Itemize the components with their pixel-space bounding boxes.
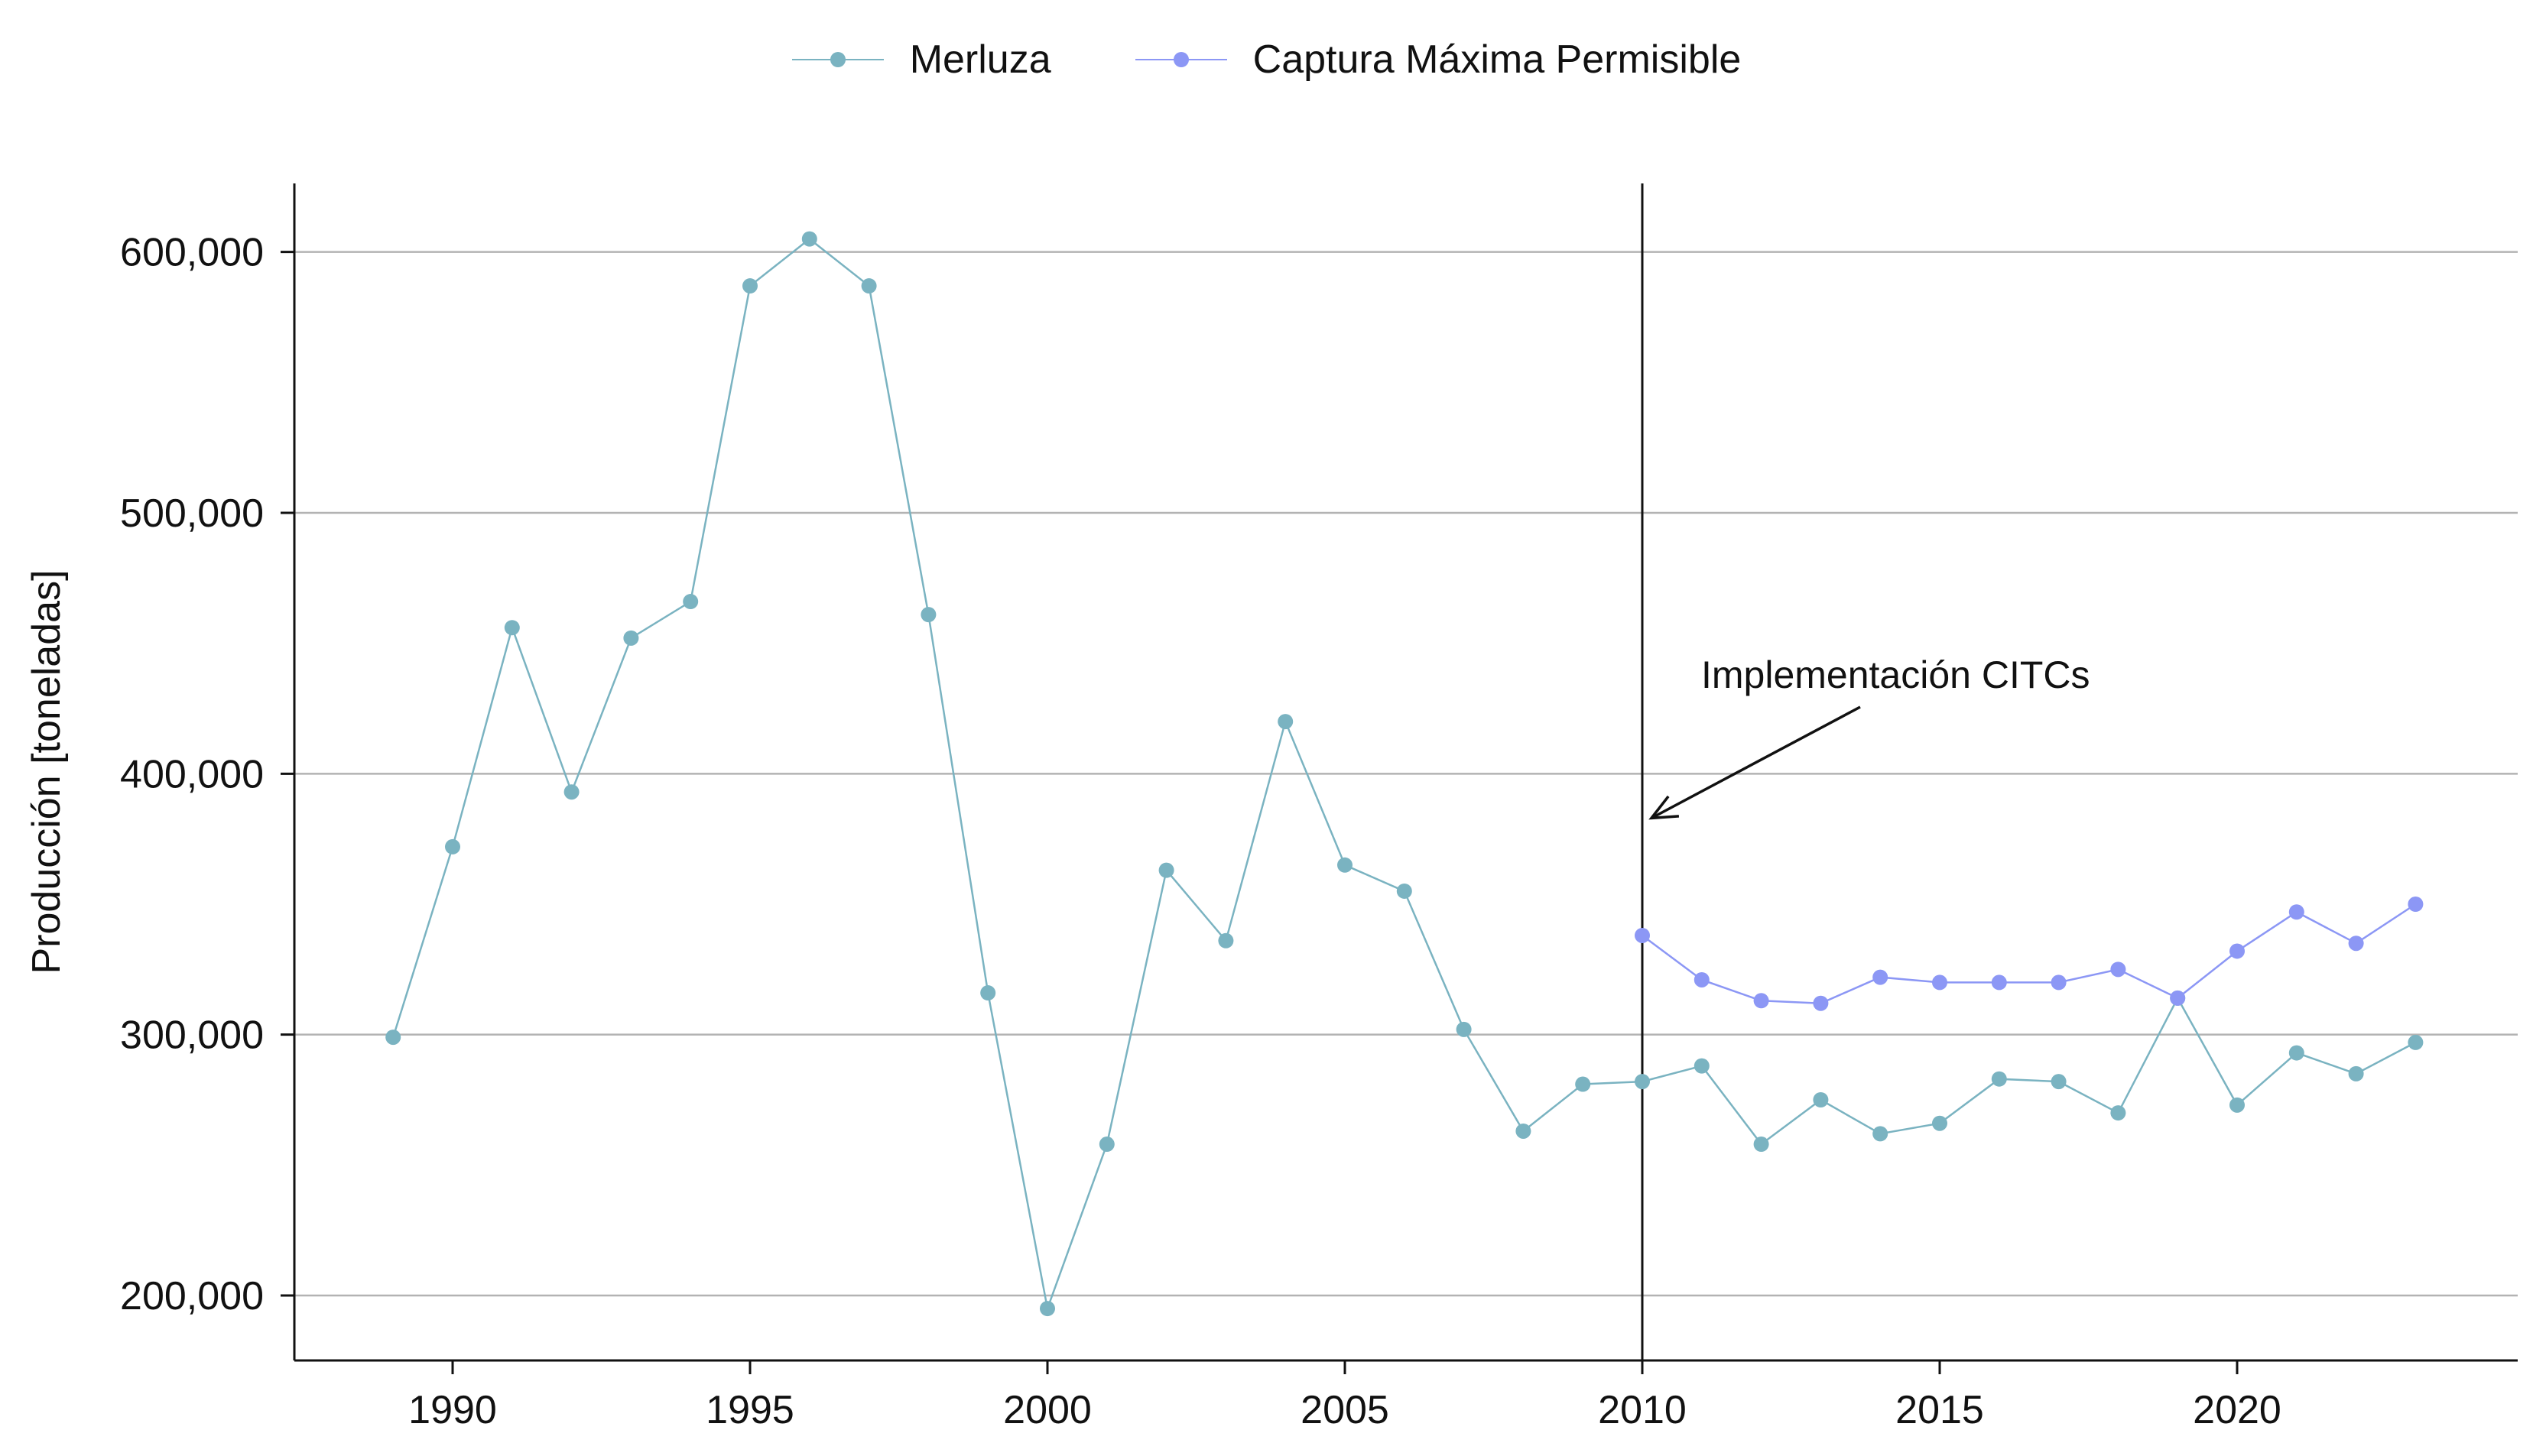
point-cmp bbox=[1753, 993, 1769, 1009]
point-merluza bbox=[861, 278, 877, 294]
x-axis-ticks: 1990 1995 2000 2005 2010 2015 2020 bbox=[408, 1360, 2281, 1432]
series-layer bbox=[385, 231, 2424, 1317]
x-tick-label: 2000 bbox=[1003, 1388, 1092, 1432]
point-merluza bbox=[445, 838, 460, 854]
gridlines bbox=[294, 251, 2518, 1297]
annotation-arrowhead bbox=[1648, 795, 1680, 820]
point-merluza bbox=[1635, 1074, 1650, 1090]
point-cmp bbox=[1872, 969, 1888, 985]
legend-dot-merluza bbox=[830, 52, 846, 67]
point-merluza bbox=[385, 1030, 401, 1046]
point-cmp bbox=[2051, 974, 2067, 991]
point-merluza bbox=[683, 594, 699, 610]
point-merluza bbox=[1040, 1301, 1055, 1317]
legend-marker-cmp bbox=[1135, 52, 1227, 67]
y-tick-label: 300,000 bbox=[120, 1013, 264, 1058]
point-merluza bbox=[1337, 857, 1353, 873]
point-merluza bbox=[1099, 1137, 1115, 1153]
legend-label-merluza: Merluza bbox=[909, 37, 1051, 82]
point-merluza bbox=[801, 231, 817, 247]
legend: Merluza Captura Máxima Permisible bbox=[0, 37, 2533, 83]
point-merluza bbox=[1753, 1137, 1769, 1153]
point-merluza bbox=[1575, 1076, 1591, 1092]
annotation-text: Implementación CITCs bbox=[1701, 653, 2090, 696]
y-tick-label: 200,000 bbox=[120, 1274, 264, 1318]
point-merluza bbox=[504, 620, 520, 636]
point-cmp bbox=[2408, 897, 2424, 913]
x-tick-label: 2005 bbox=[1301, 1388, 1389, 1432]
legend-item-cmp: Captura Máxima Permisible bbox=[1135, 37, 1742, 83]
y-axis-ticks: 200,000 300,000 400,000 500,000 600,000 bbox=[120, 231, 294, 1318]
point-merluza bbox=[1694, 1058, 1710, 1074]
annotation-arrow bbox=[1651, 705, 1861, 819]
axes bbox=[293, 183, 2518, 1362]
point-merluza bbox=[1158, 862, 1174, 878]
x-tick-label: 1995 bbox=[706, 1388, 794, 1432]
point-merluza bbox=[1932, 1115, 1947, 1131]
point-merluza bbox=[2408, 1034, 2424, 1050]
point-merluza bbox=[2051, 1074, 2067, 1090]
point-merluza bbox=[623, 630, 639, 646]
point-merluza bbox=[980, 985, 996, 1001]
point-cmp bbox=[1635, 927, 1650, 943]
point-merluza bbox=[1218, 932, 1234, 949]
point-merluza bbox=[2229, 1097, 2245, 1113]
x-tick-label: 2010 bbox=[1598, 1388, 1687, 1432]
point-cmp bbox=[1813, 995, 1829, 1011]
legend-dot-cmp bbox=[1173, 52, 1189, 67]
y-tick-label: 400,000 bbox=[120, 752, 264, 796]
legend-item-merluza: Merluza bbox=[791, 37, 1051, 83]
point-merluza bbox=[2110, 1105, 2126, 1121]
point-cmp bbox=[1932, 974, 1947, 991]
y-tick-label: 600,000 bbox=[120, 231, 264, 275]
point-merluza bbox=[1515, 1123, 1531, 1139]
point-merluza bbox=[1396, 883, 1412, 899]
x-tick-label: 1990 bbox=[408, 1388, 497, 1432]
point-cmp bbox=[1991, 974, 2007, 991]
point-merluza bbox=[1813, 1092, 1829, 1108]
point-merluza bbox=[2288, 1045, 2304, 1061]
point-cmp bbox=[2348, 936, 2364, 952]
point-merluza bbox=[1872, 1126, 1888, 1142]
point-merluza bbox=[1991, 1071, 2007, 1087]
point-merluza bbox=[2348, 1065, 2364, 1081]
x-tick-label: 2015 bbox=[1895, 1388, 1984, 1432]
point-merluza bbox=[1278, 714, 1294, 730]
point-cmp bbox=[1694, 971, 1710, 987]
point-merluza bbox=[921, 607, 937, 623]
x-tick-label: 2020 bbox=[2193, 1388, 2281, 1432]
legend-marker-merluza bbox=[791, 52, 884, 67]
y-tick-label: 500,000 bbox=[120, 491, 264, 536]
point-merluza bbox=[742, 278, 758, 294]
point-cmp bbox=[2229, 943, 2245, 959]
legend-label-cmp: Captura Máxima Permisible bbox=[1252, 37, 1742, 82]
point-cmp bbox=[2288, 904, 2304, 920]
annotation: Implementación CITCs bbox=[1648, 653, 2090, 820]
point-merluza bbox=[1456, 1021, 1472, 1037]
series-line-cmp bbox=[1642, 903, 2417, 1004]
point-cmp bbox=[2110, 961, 2126, 978]
point-merluza bbox=[563, 784, 580, 800]
y-axis-label: Producción [toneladas] bbox=[24, 569, 69, 974]
point-cmp bbox=[2170, 990, 2186, 1006]
